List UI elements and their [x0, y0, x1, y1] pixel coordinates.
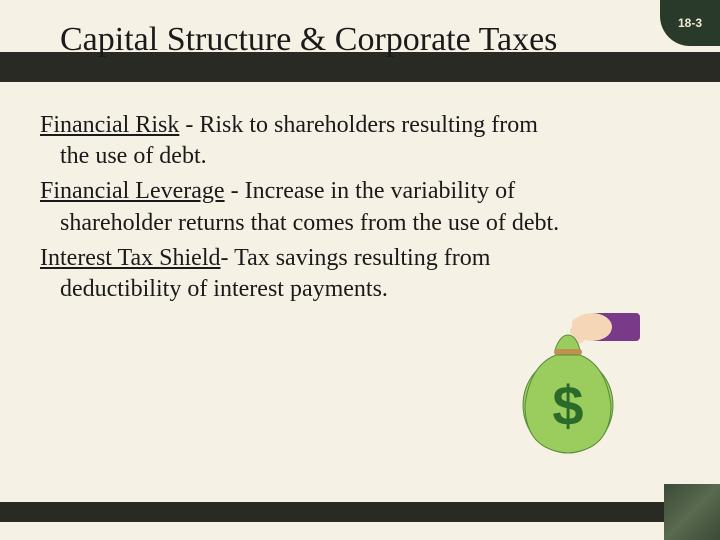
content-area: Financial Risk - Risk to shareholders re… — [0, 90, 720, 329]
footer-bar — [0, 502, 720, 522]
definition-3-separator: - — [221, 245, 235, 271]
definition-2-text: Increase in the variability of — [245, 178, 516, 204]
money-bag-icon: $ — [510, 305, 640, 455]
definition-1-separator: - — [179, 112, 199, 138]
header-region: Capital Structure & Corporate Taxes 18-3 — [0, 0, 720, 90]
slide-title: Capital Structure & Corporate Taxes — [60, 21, 557, 59]
definition-2-continuation: shareholder returns that comes from the … — [40, 208, 660, 239]
page-number: 18-3 — [678, 16, 702, 30]
definition-3-continuation: deductibility of interest payments. — [40, 274, 660, 305]
title-bar: Capital Structure & Corporate Taxes — [0, 8, 720, 72]
definition-1: Financial Risk - Risk to shareholders re… — [40, 110, 660, 172]
definition-3-text: Tax savings resulting from — [234, 245, 490, 271]
corner-accent-icon — [664, 484, 720, 540]
svg-text:$: $ — [552, 374, 583, 437]
definition-2-term: Financial Leverage — [40, 178, 225, 204]
definition-3-term: Interest Tax Shield — [40, 245, 221, 271]
definition-1-text: Risk to shareholders resulting from — [199, 112, 538, 138]
definition-1-term: Financial Risk — [40, 112, 179, 138]
definition-3: Interest Tax Shield- Tax savings resulti… — [40, 243, 660, 305]
definition-2-separator: - — [225, 178, 245, 204]
definition-1-continuation: the use of debt. — [40, 141, 660, 172]
definition-2: Financial Leverage - Increase in the var… — [40, 176, 660, 238]
